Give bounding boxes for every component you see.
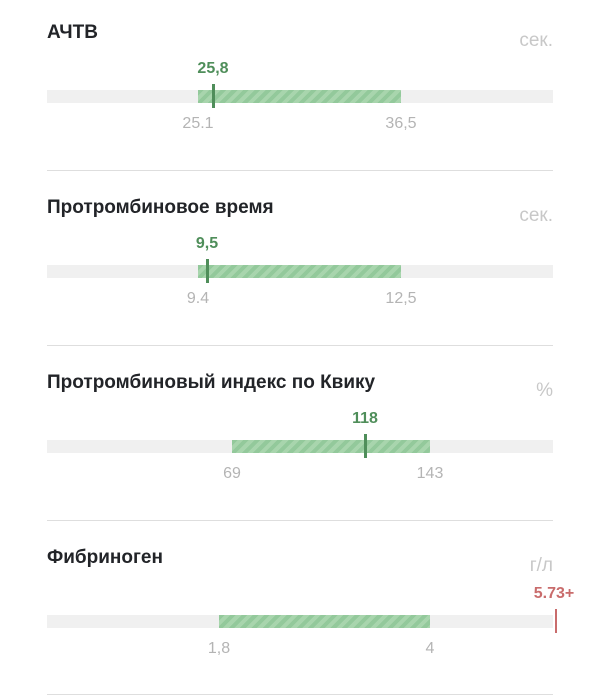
metric-card-prothrombin-time: Протромбиновое время сек. 9,5 9.4 12,5 (0, 175, 600, 350)
range-track (47, 440, 553, 453)
metric-title: АЧТВ (47, 22, 98, 43)
reference-range-bar (198, 265, 401, 278)
range-track (47, 265, 553, 278)
ref-high-label: 4 (425, 640, 435, 657)
range-track (47, 615, 553, 628)
divider (47, 520, 553, 521)
value-marker-out-of-range (555, 609, 557, 633)
metric-value-out-of-range: 5.73+ (533, 585, 575, 602)
ref-high-label: 12,5 (385, 290, 417, 307)
metric-card-quick-index: Протромбиновый индекс по Квику % 118 69 … (0, 350, 600, 525)
value-marker (364, 434, 367, 458)
range-track (47, 90, 553, 103)
reference-range-bar (219, 615, 430, 628)
ref-low-label: 25.1 (182, 115, 214, 132)
value-marker (206, 259, 209, 283)
metric-card-fibrinogen: Фибриноген г/л 5.73+ 1,8 4 (0, 525, 600, 700)
metric-card-achtv: АЧТВ сек. 25,8 25.1 36,5 (0, 0, 600, 175)
metric-value: 118 (352, 410, 378, 427)
divider (47, 694, 553, 695)
value-marker (212, 84, 215, 108)
metric-unit: сек. (519, 30, 553, 51)
reference-range-bar (232, 440, 430, 453)
metric-title: Протромбиновое время (47, 197, 274, 218)
metric-unit: сек. (519, 205, 553, 226)
reference-range-bar (198, 90, 401, 103)
metric-unit: % (536, 380, 553, 401)
metric-title: Фибриноген (47, 547, 163, 568)
metric-value: 9,5 (195, 235, 219, 252)
metric-value: 25,8 (197, 60, 229, 77)
metric-title: Протромбиновый индекс по Квику (47, 372, 376, 393)
ref-low-label: 9.4 (186, 290, 210, 307)
ref-low-label: 1,8 (207, 640, 231, 657)
ref-low-label: 69 (223, 465, 241, 482)
metric-unit: г/л (529, 555, 553, 576)
ref-high-label: 143 (416, 465, 444, 482)
divider (47, 345, 553, 346)
divider (47, 170, 553, 171)
ref-high-label: 36,5 (385, 115, 417, 132)
